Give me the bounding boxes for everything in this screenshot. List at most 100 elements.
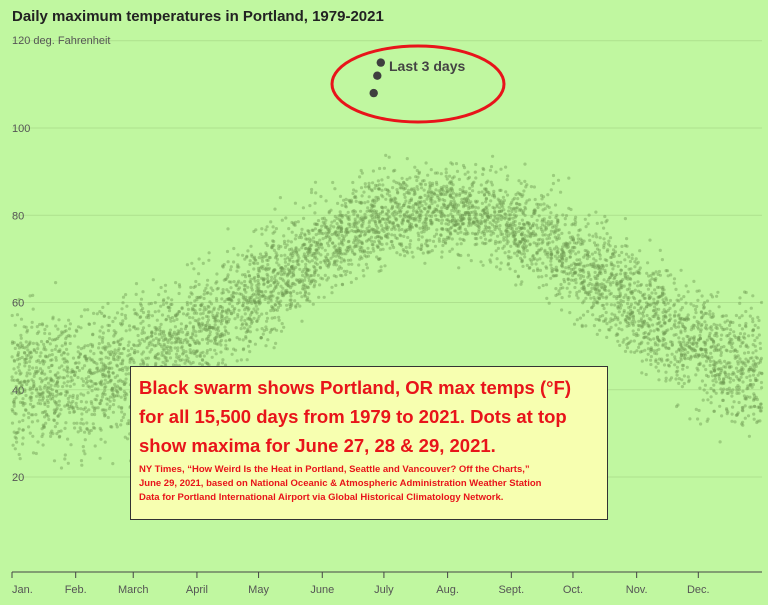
temperature-dot — [207, 339, 211, 343]
temperature-dot — [344, 273, 348, 277]
temperature-dot — [344, 233, 348, 237]
temperature-dot — [583, 248, 587, 253]
temperature-dot — [724, 372, 728, 376]
temperature-dot — [266, 338, 270, 342]
temperature-dot — [661, 344, 665, 348]
temperature-dot — [533, 209, 538, 213]
temperature-dot — [138, 302, 143, 306]
temperature-dot — [422, 179, 426, 183]
temperature-dot — [195, 319, 199, 323]
temperature-dot — [26, 380, 30, 384]
temperature-dot — [407, 201, 411, 205]
temperature-dot — [191, 333, 195, 337]
temperature-dot — [448, 187, 452, 191]
temperature-dot — [701, 303, 706, 307]
temperature-dot — [582, 239, 586, 243]
temperature-dot — [35, 387, 39, 391]
temperature-dot — [743, 290, 747, 294]
temperature-dot — [555, 249, 559, 254]
temperature-dot — [41, 394, 45, 398]
temperature-dot — [334, 263, 338, 267]
temperature-dot — [174, 352, 179, 356]
temperature-dot — [450, 187, 454, 191]
temperature-dot — [698, 362, 702, 366]
temperature-dot — [592, 295, 596, 300]
temperature-dot — [639, 317, 644, 321]
temperature-dot — [647, 296, 652, 300]
temperature-dot — [109, 425, 113, 429]
temperature-dot — [117, 368, 121, 372]
temperature-dot — [682, 356, 687, 360]
temperature-dot — [80, 412, 84, 416]
temperature-dot — [516, 244, 520, 249]
temperature-dot — [371, 199, 375, 203]
temperature-dot — [712, 339, 716, 343]
temperature-dot — [457, 227, 461, 231]
temperature-dot — [748, 395, 752, 399]
temperature-dot — [394, 212, 398, 216]
temperature-dot — [268, 256, 272, 260]
temperature-dot — [616, 316, 620, 320]
temperature-dot — [192, 349, 196, 353]
temperature-dot — [342, 252, 346, 256]
temperature-dot — [507, 250, 511, 254]
temperature-dot — [277, 244, 281, 248]
temperature-dot — [279, 329, 284, 333]
temperature-dot — [245, 301, 249, 305]
temperature-dot — [12, 359, 17, 363]
temperature-dot — [717, 367, 721, 371]
temperature-dot — [515, 254, 519, 258]
temperature-dot — [372, 209, 376, 213]
temperature-dot — [308, 247, 312, 251]
temperature-dot — [36, 358, 41, 362]
temperature-dot — [38, 377, 42, 381]
temperature-dot — [363, 216, 367, 220]
temperature-dot — [445, 206, 449, 211]
temperature-dot — [192, 311, 196, 315]
temperature-dot — [452, 199, 456, 203]
temperature-dot — [247, 316, 252, 320]
temperature-dot — [732, 378, 736, 382]
temperature-dot — [416, 175, 420, 179]
temperature-dot — [447, 235, 451, 239]
temperature-dot — [23, 351, 27, 355]
temperature-dot — [205, 283, 209, 287]
temperature-dot — [632, 332, 636, 336]
temperature-dot — [635, 262, 639, 266]
temperature-dot — [469, 259, 473, 263]
temperature-dot — [562, 242, 566, 246]
temperature-dot — [18, 391, 22, 395]
temperature-dot — [619, 284, 623, 288]
temperature-dot — [50, 358, 54, 362]
temperature-dot — [228, 309, 232, 313]
temperature-dot — [519, 232, 524, 236]
temperature-dot — [624, 319, 628, 323]
temperature-dot — [428, 238, 432, 242]
temperature-dot — [448, 249, 452, 253]
temperature-dot — [618, 280, 622, 284]
temperature-dot — [257, 286, 261, 290]
temperature-dot — [103, 413, 107, 417]
temperature-dot — [252, 267, 256, 271]
temperature-dot — [170, 341, 174, 345]
temperature-dot — [754, 378, 758, 382]
temperature-dot — [456, 222, 461, 226]
temperature-dot — [636, 302, 640, 306]
temperature-dot — [352, 195, 356, 199]
temperature-dot — [752, 417, 756, 421]
temperature-dot — [319, 228, 323, 232]
temperature-dot — [405, 190, 409, 195]
temperature-dot — [723, 320, 727, 324]
temperature-dot — [116, 379, 120, 383]
temperature-dot — [287, 271, 291, 275]
temperature-dot — [349, 280, 353, 284]
temperature-dot — [272, 346, 276, 350]
temperature-dot — [430, 201, 434, 206]
temperature-dot — [491, 205, 495, 209]
temperature-dot — [435, 218, 439, 222]
temperature-dot — [18, 391, 22, 395]
temperature-dot — [310, 228, 314, 232]
temperature-dot — [326, 227, 330, 231]
temperature-dot — [433, 200, 437, 204]
temperature-dot — [661, 343, 665, 347]
